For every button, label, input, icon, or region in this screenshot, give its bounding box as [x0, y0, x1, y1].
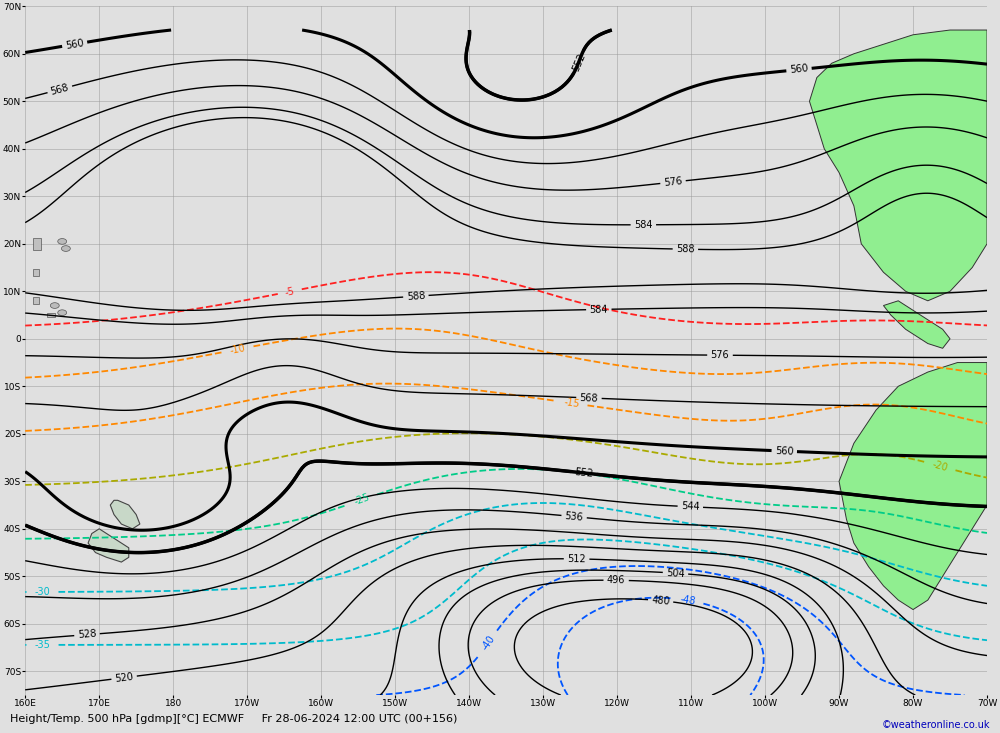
Text: 480: 480: [651, 594, 670, 606]
Text: 552: 552: [570, 51, 587, 73]
Text: -30: -30: [35, 587, 50, 597]
Text: -10: -10: [229, 343, 247, 356]
Text: 560: 560: [775, 446, 794, 457]
Text: 552: 552: [574, 467, 594, 479]
Circle shape: [58, 238, 67, 244]
Text: 496: 496: [607, 575, 625, 586]
Polygon shape: [110, 501, 140, 528]
Text: 584: 584: [589, 304, 608, 314]
Text: 568: 568: [580, 393, 598, 403]
Polygon shape: [839, 363, 987, 610]
Text: -25: -25: [353, 493, 371, 507]
Text: Height/Temp. 500 hPa [gdmp][°C] ECMWF     Fr 28-06-2024 12:00 UTC (00+156): Height/Temp. 500 hPa [gdmp][°C] ECMWF Fr…: [10, 714, 457, 724]
Text: 576: 576: [663, 176, 683, 188]
Polygon shape: [88, 528, 129, 562]
Text: -35: -35: [35, 640, 50, 650]
Text: -15: -15: [563, 397, 580, 409]
Text: 576: 576: [711, 350, 729, 360]
Circle shape: [50, 303, 59, 309]
Bar: [33, 237, 41, 250]
Text: 584: 584: [634, 220, 653, 230]
Text: 568: 568: [50, 82, 70, 97]
Text: 588: 588: [406, 290, 425, 302]
Text: -48: -48: [679, 594, 696, 606]
Text: 512: 512: [567, 553, 586, 564]
Circle shape: [58, 310, 67, 315]
Text: 544: 544: [681, 501, 700, 512]
Bar: [47, 313, 55, 317]
Text: -20: -20: [931, 459, 949, 473]
Bar: [33, 269, 39, 276]
Text: ©weatheronline.co.uk: ©weatheronline.co.uk: [882, 720, 990, 730]
Text: 560: 560: [65, 38, 85, 51]
Text: 520: 520: [114, 671, 134, 684]
Text: 528: 528: [77, 629, 97, 641]
Text: 560: 560: [789, 64, 809, 75]
Circle shape: [61, 246, 70, 251]
Text: 504: 504: [666, 567, 685, 579]
Polygon shape: [809, 30, 987, 301]
Bar: [33, 297, 39, 304]
Text: 588: 588: [676, 244, 695, 254]
Text: 536: 536: [564, 511, 584, 523]
Text: -5: -5: [284, 286, 296, 298]
Polygon shape: [883, 301, 950, 348]
Text: -40: -40: [480, 634, 497, 652]
